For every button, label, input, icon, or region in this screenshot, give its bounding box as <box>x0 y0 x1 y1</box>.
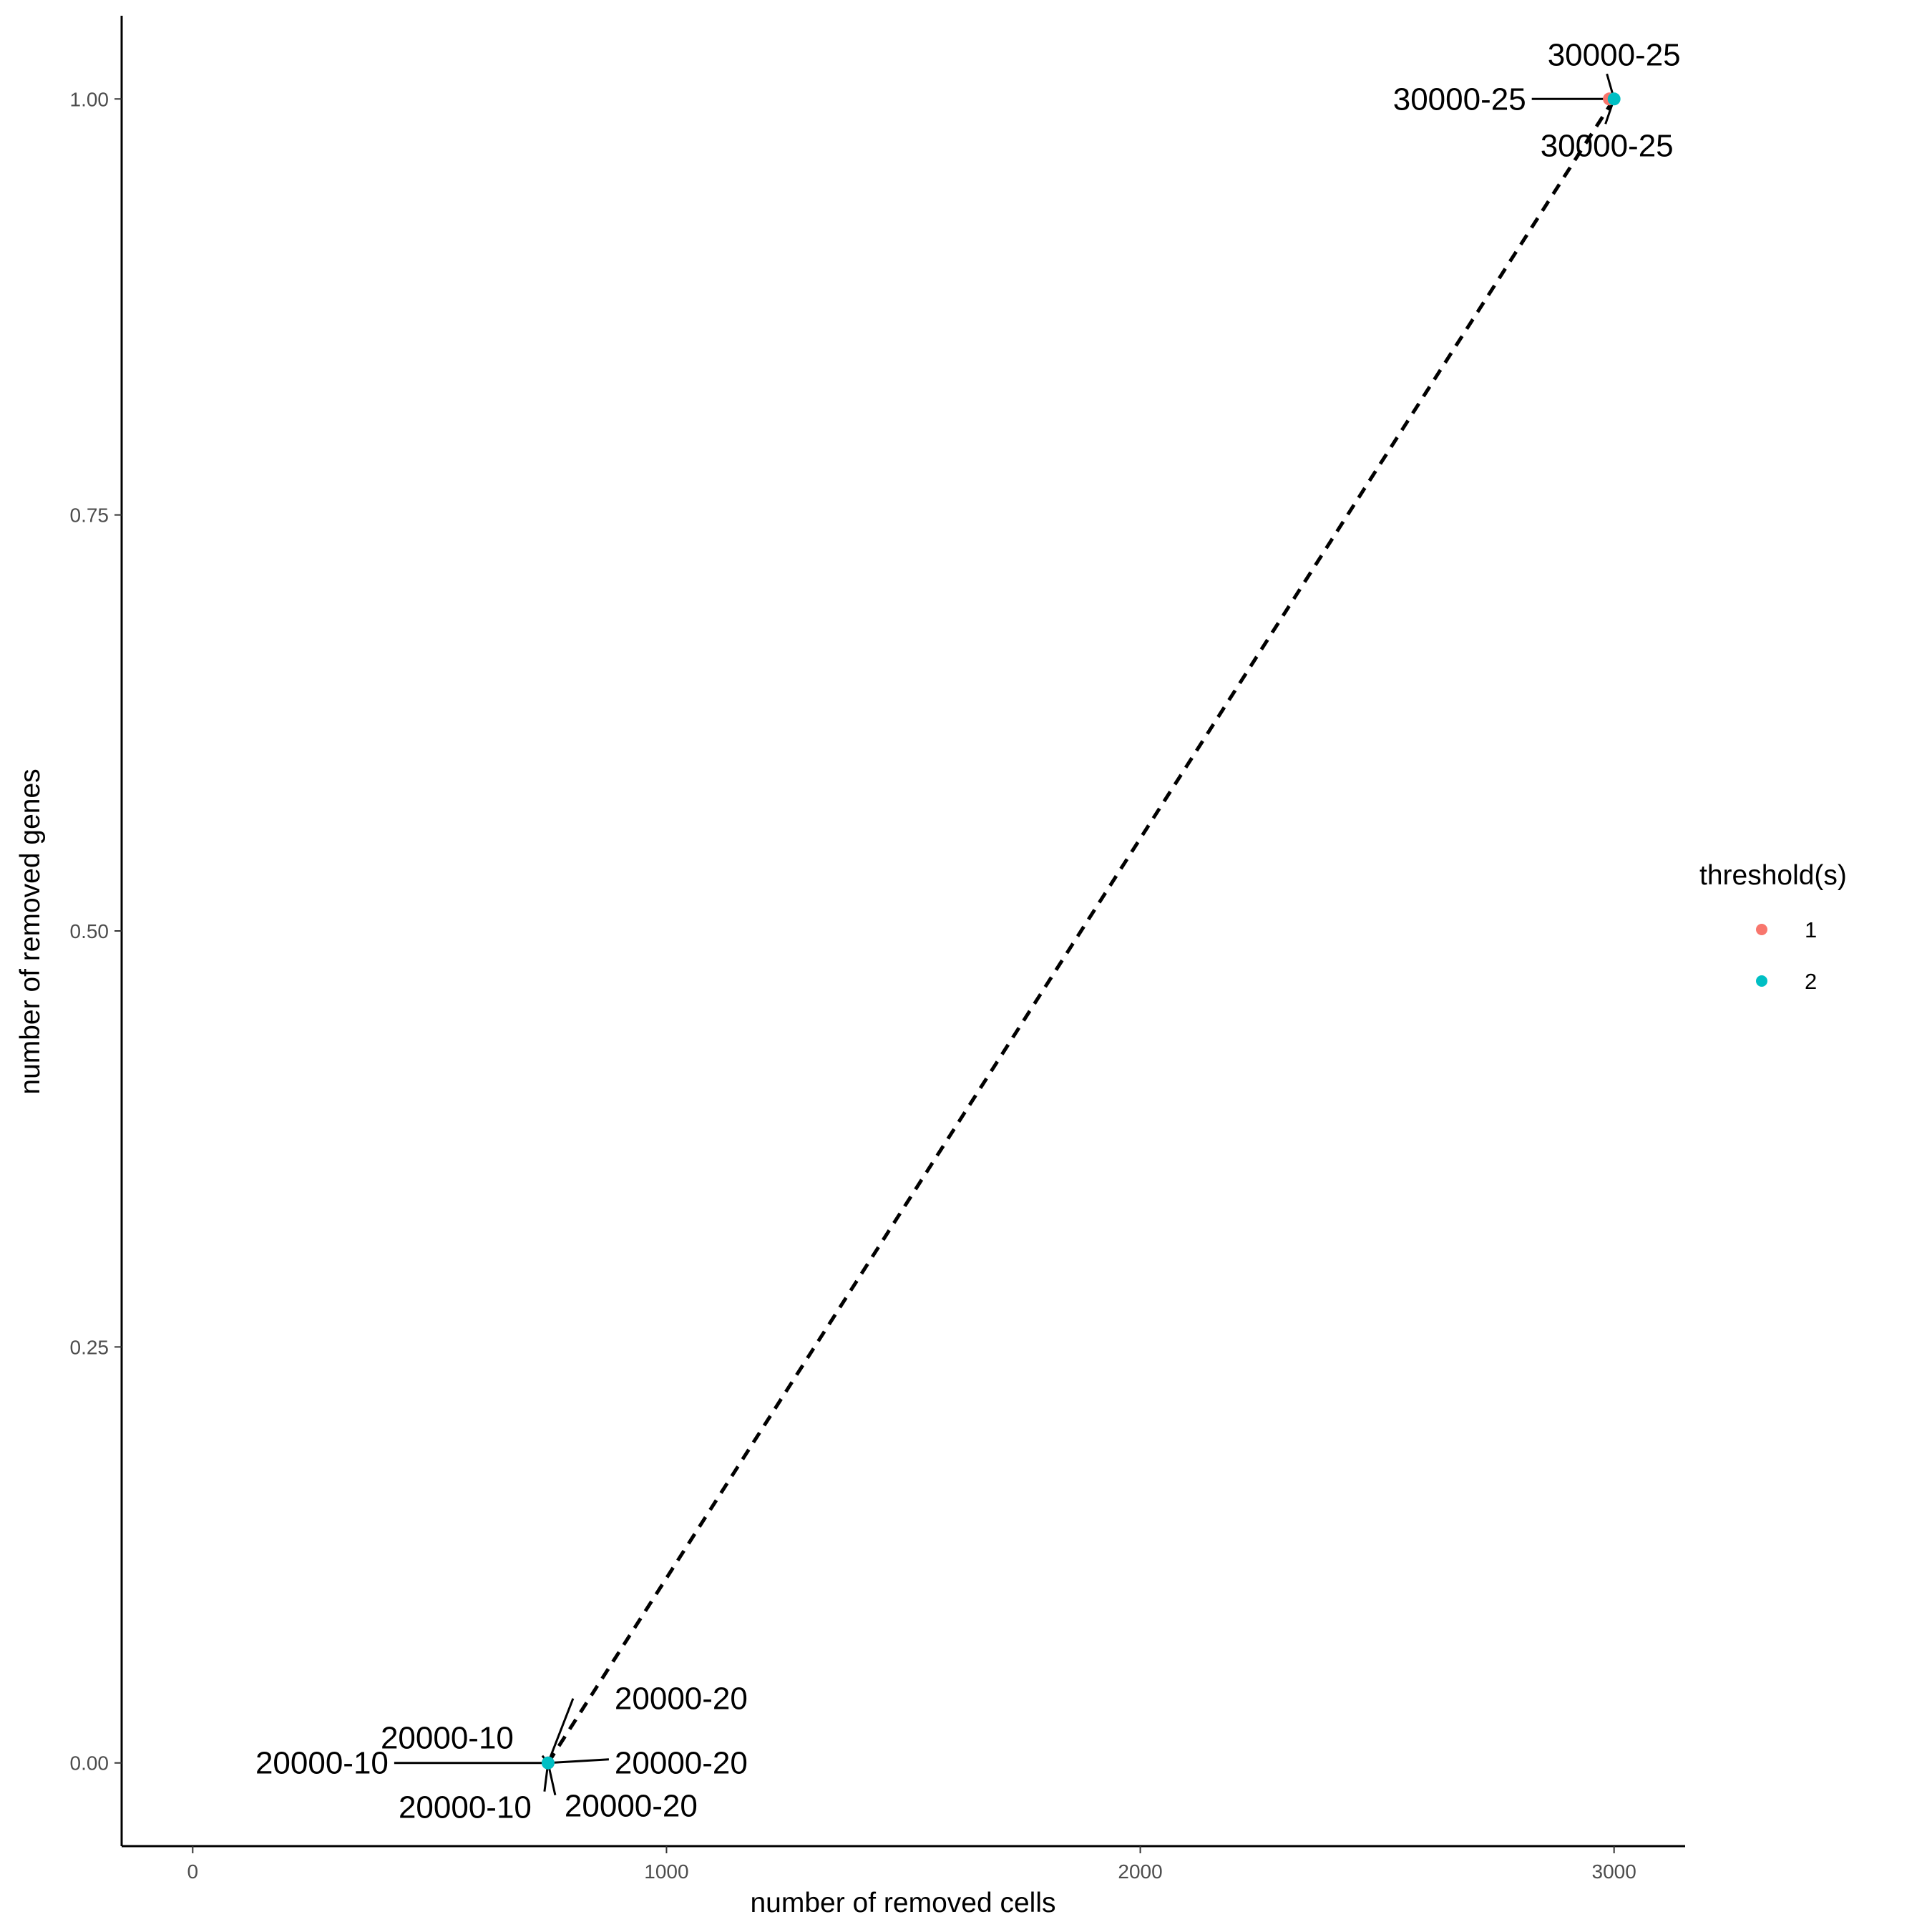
y-tick-label: 0.50 <box>70 920 109 942</box>
point-label: 30000-25 <box>1541 128 1674 163</box>
y-axis-title: number of removed genes <box>15 769 46 1094</box>
trend-line <box>546 97 1616 1765</box>
data-point-series-2 <box>541 1756 555 1770</box>
label-leader-line <box>547 1698 575 1764</box>
point-label: 20000-20 <box>565 1789 698 1824</box>
x-tick-label: 2000 <box>1118 1860 1162 1883</box>
point-label: 20000-20 <box>615 1746 748 1781</box>
label-leader-line <box>547 1758 609 1765</box>
data-point-series-2 <box>1607 92 1621 106</box>
legend-title: threshold(s) <box>1699 860 1847 891</box>
legend: threshold(s) 1 2 <box>1699 860 1847 994</box>
x-axis-title: number of removed cells <box>750 1888 1055 1918</box>
x-tick-label: 1000 <box>644 1860 688 1883</box>
point-label: 30000-25 <box>1393 82 1526 117</box>
point-label: 20000-10 <box>255 1746 389 1781</box>
x-tick-label: 0 <box>187 1860 199 1883</box>
x-tick-label: 3000 <box>1592 1860 1636 1883</box>
y-tick-label: 0.75 <box>70 504 109 527</box>
plot-area: 20000-1020000-1020000-1020000-2020000-20… <box>255 37 1681 1825</box>
legend-label-1: 1 <box>1805 917 1817 942</box>
legend-key-2 <box>1756 975 1767 987</box>
y-tick-label: 1.00 <box>70 88 109 110</box>
axes: 0 1000 2000 3000 0.00 0.25 0.50 0.75 1.00 <box>70 16 1685 1883</box>
legend-label-2: 2 <box>1805 969 1817 994</box>
y-tick-label: 0.25 <box>70 1336 109 1358</box>
point-label: 20000-20 <box>615 1682 748 1717</box>
point-label: 20000-10 <box>381 1721 514 1756</box>
y-tick-label: 0.00 <box>70 1752 109 1775</box>
legend-key-1 <box>1756 924 1767 935</box>
point-label: 30000-25 <box>1548 37 1681 72</box>
point-label: 20000-10 <box>399 1790 532 1825</box>
